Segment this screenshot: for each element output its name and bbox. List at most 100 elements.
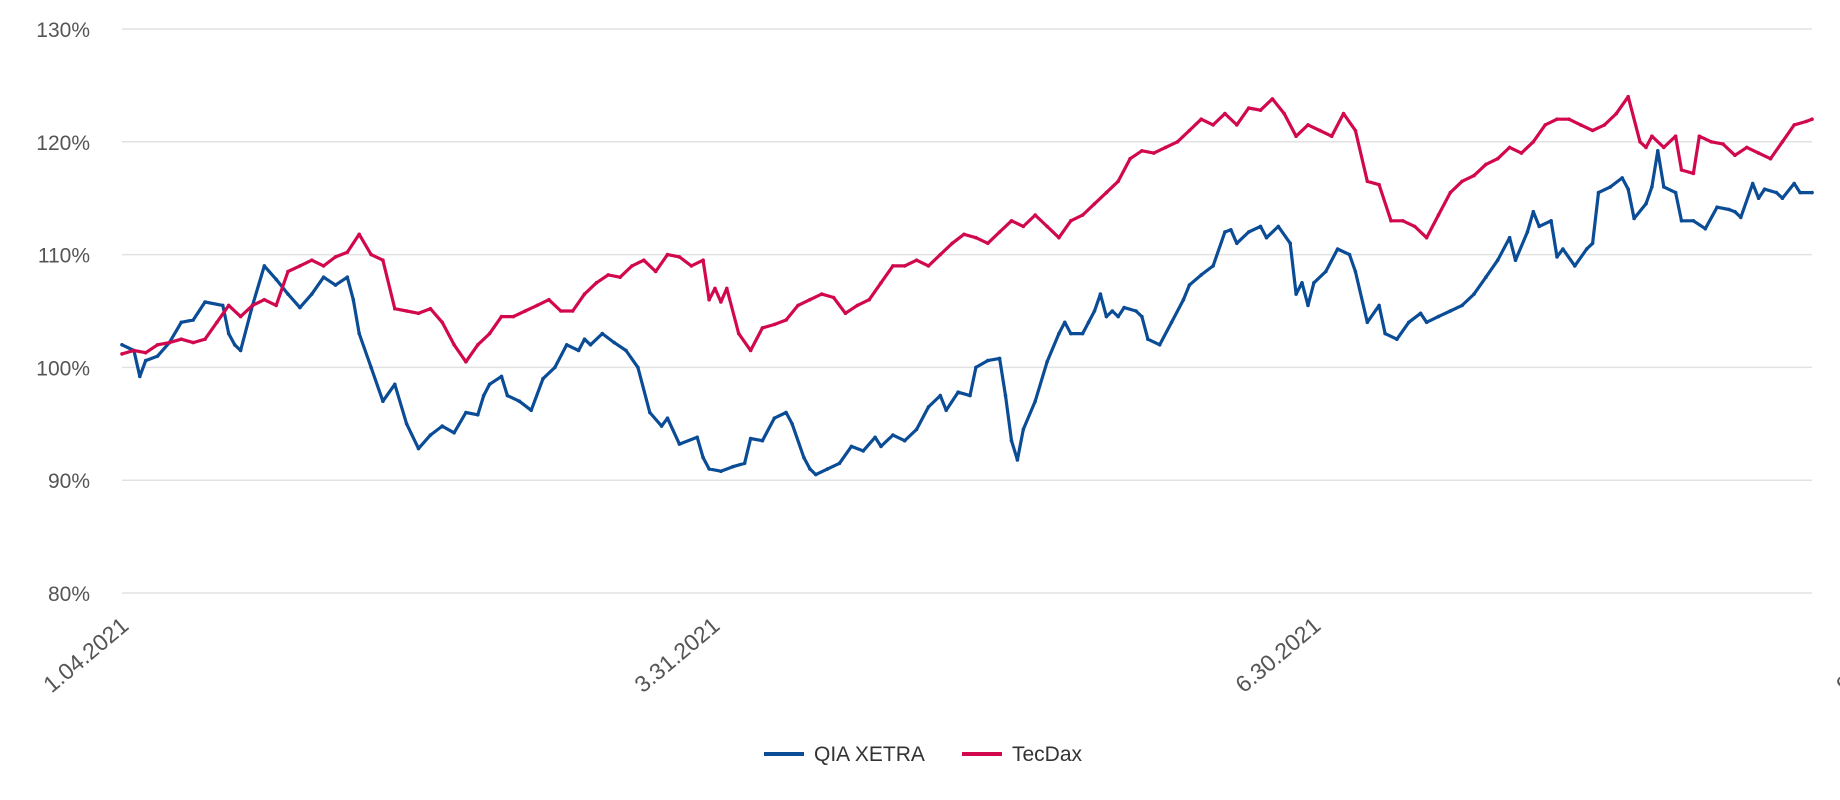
point-tecdax-30 — [476, 343, 480, 347]
point-tecdax-108 — [1377, 182, 1381, 187]
point-qia-xetra-112 — [1229, 228, 1233, 232]
point-qia-xetra-129 — [1383, 331, 1387, 336]
point-tecdax-63 — [843, 311, 848, 316]
point-tecdax-106 — [1353, 128, 1358, 133]
y-tick-label-130: 130% — [36, 19, 90, 42]
point-qia-xetra-139 — [1495, 258, 1500, 263]
point-tecdax-0 — [120, 352, 124, 356]
point-tecdax-39 — [582, 292, 587, 296]
point-qia-xetra-72 — [873, 435, 877, 440]
point-qia-xetra-2 — [138, 374, 142, 379]
point-tecdax-86 — [1116, 179, 1120, 184]
point-tecdax-38 — [570, 309, 575, 313]
point-qia-xetra-73 — [879, 444, 883, 449]
point-qia-xetra-121 — [1306, 303, 1310, 308]
point-qia-xetra-71 — [861, 449, 865, 453]
point-qia-xetra-147 — [1561, 247, 1565, 251]
point-qia-xetra-125 — [1347, 252, 1352, 257]
point-qia-xetra-59 — [742, 461, 747, 466]
point-qia-xetra-108 — [1187, 283, 1192, 287]
point-tecdax-14 — [286, 269, 290, 274]
point-tecdax-116 — [1472, 173, 1476, 178]
point-tecdax-66 — [879, 281, 883, 285]
point-tecdax-76 — [997, 230, 1002, 234]
point-qia-xetra-140 — [1507, 235, 1512, 240]
point-qia-xetra-88 — [1021, 427, 1026, 432]
point-tecdax-122 — [1543, 123, 1547, 127]
point-tecdax-6 — [191, 340, 195, 345]
point-qia-xetra-161 — [1679, 219, 1684, 223]
point-qia-xetra-150 — [1590, 241, 1595, 246]
point-qia-xetra-30 — [440, 424, 445, 428]
point-tecdax-130 — [1638, 140, 1642, 144]
point-qia-xetra-43 — [576, 348, 581, 353]
point-qia-xetra-35 — [487, 382, 492, 387]
point-tecdax-57 — [772, 322, 777, 327]
point-qia-xetra-106 — [1169, 320, 1174, 325]
point-tecdax-82 — [1069, 219, 1073, 223]
point-qia-xetra-93 — [1069, 331, 1073, 336]
point-qia-xetra-0 — [120, 343, 124, 347]
point-tecdax-50 — [707, 297, 711, 302]
point-qia-xetra-136 — [1460, 303, 1464, 308]
point-qia-xetra-114 — [1246, 230, 1251, 234]
point-tecdax-27 — [440, 320, 445, 325]
point-qia-xetra-37 — [505, 393, 510, 398]
point-tecdax-113 — [1436, 213, 1441, 217]
point-qia-xetra-24 — [369, 365, 373, 370]
point-qia-xetra-157 — [1650, 185, 1654, 189]
point-qia-xetra-164 — [1715, 205, 1719, 209]
point-tecdax-142 — [1756, 151, 1761, 155]
point-qia-xetra-170 — [1762, 187, 1767, 191]
point-tecdax-13 — [274, 303, 279, 308]
point-qia-xetra-80 — [956, 390, 960, 395]
point-qia-xetra-154 — [1626, 187, 1630, 191]
gridlines — [122, 28, 1812, 594]
point-tecdax-134 — [1673, 134, 1678, 138]
point-tecdax-42 — [618, 275, 622, 280]
point-qia-xetra-60 — [748, 436, 753, 441]
point-tecdax-118 — [1495, 156, 1500, 161]
point-tecdax-139 — [1721, 142, 1725, 146]
point-tecdax-45 — [653, 269, 658, 274]
point-tecdax-69 — [914, 258, 919, 263]
point-qia-xetra-96 — [1092, 309, 1097, 313]
point-tecdax-147 — [1810, 117, 1814, 121]
point-tecdax-62 — [831, 295, 836, 300]
point-qia-xetra-148 — [1573, 264, 1577, 268]
point-qia-xetra-70 — [849, 444, 854, 449]
point-tecdax-126 — [1590, 128, 1595, 133]
point-tecdax-70 — [926, 264, 931, 268]
point-tecdax-137 — [1697, 134, 1702, 138]
point-qia-xetra-152 — [1608, 185, 1613, 189]
point-qia-xetra-92 — [1063, 320, 1067, 325]
point-qia-xetra-135 — [1448, 309, 1453, 313]
legend-label-qia-xetra: QIA XETRA — [814, 743, 925, 766]
point-tecdax-48 — [689, 264, 694, 268]
point-qia-xetra-32 — [464, 410, 468, 415]
point-qia-xetra-81 — [968, 393, 972, 398]
point-qia-xetra-103 — [1140, 314, 1144, 319]
point-tecdax-146 — [1804, 119, 1808, 124]
point-qia-xetra-111 — [1223, 230, 1227, 234]
point-tecdax-119 — [1507, 145, 1512, 150]
point-qia-xetra-159 — [1662, 185, 1666, 189]
point-qia-xetra-169 — [1756, 196, 1761, 200]
point-qia-xetra-31 — [452, 431, 456, 435]
point-tecdax-93 — [1199, 117, 1203, 121]
point-qia-xetra-42 — [564, 343, 569, 347]
point-qia-xetra-100 — [1116, 314, 1120, 319]
point-qia-xetra-57 — [719, 469, 723, 474]
point-tecdax-131 — [1644, 145, 1648, 150]
point-tecdax-110 — [1401, 219, 1405, 223]
point-qia-xetra-22 — [351, 297, 356, 302]
point-qia-xetra-137 — [1472, 292, 1476, 296]
point-qia-xetra-62 — [772, 416, 777, 421]
series-points-qia-xetra — [120, 149, 1814, 477]
point-qia-xetra-172 — [1780, 196, 1785, 200]
point-tecdax-105 — [1341, 111, 1346, 116]
point-qia-xetra-61 — [760, 438, 765, 443]
point-tecdax-103 — [1318, 128, 1322, 133]
point-tecdax-80 — [1045, 224, 1049, 229]
point-qia-xetra-126 — [1353, 269, 1358, 274]
